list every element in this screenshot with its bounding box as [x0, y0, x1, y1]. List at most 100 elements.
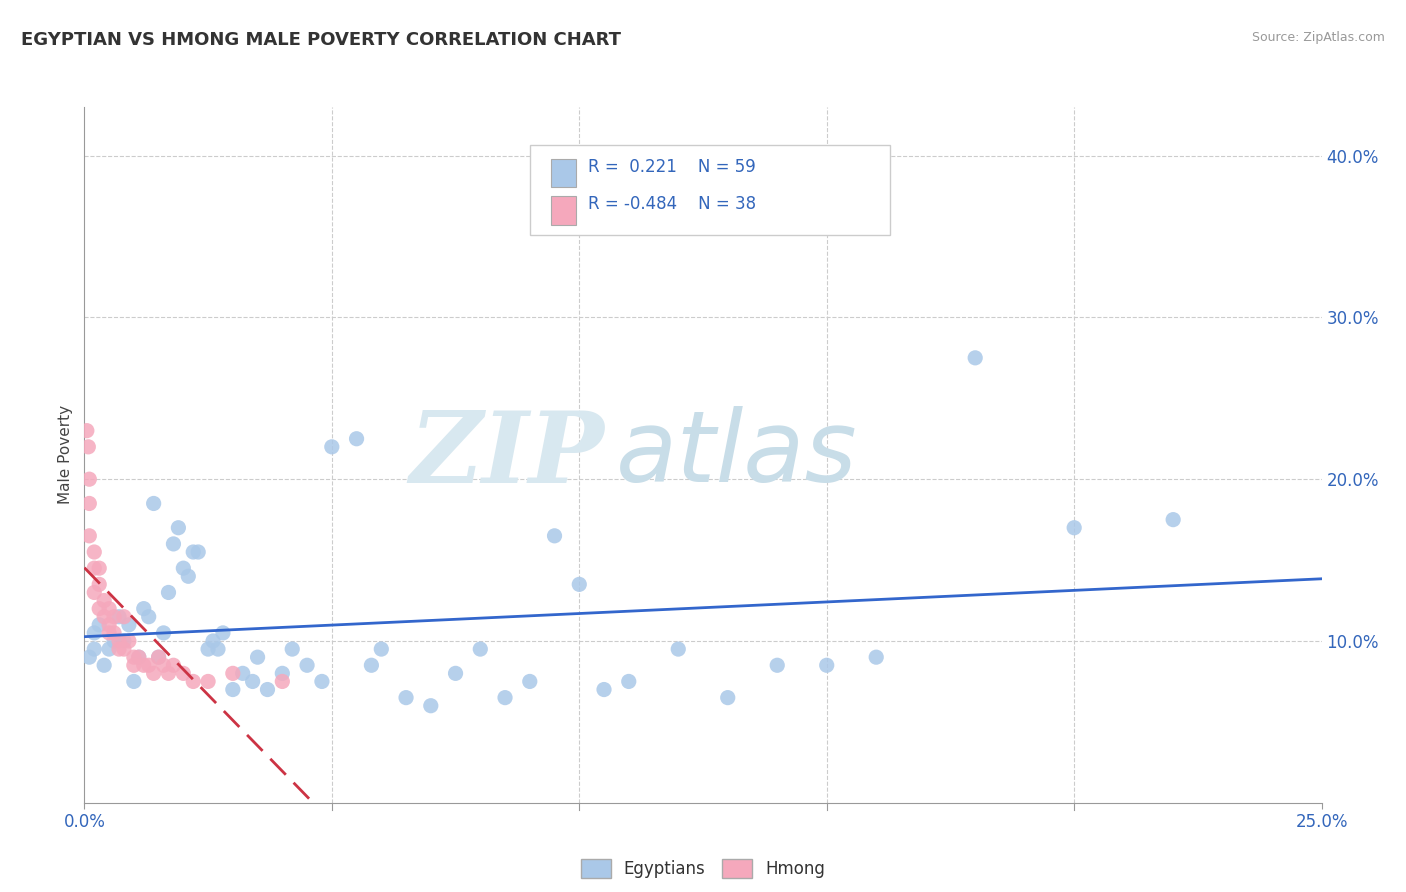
Point [444, 666, 467, 681]
Point [79, 472, 101, 486]
Point [172, 561, 194, 575]
Point [122, 674, 145, 689]
Point [77, 440, 100, 454]
Point [212, 626, 235, 640]
Point [118, 617, 141, 632]
Point [157, 666, 180, 681]
Point [138, 609, 160, 624]
Point [103, 609, 125, 624]
Point [232, 666, 254, 681]
Y-axis label: Male Poverty: Male Poverty [58, 405, 73, 505]
Point [98, 617, 121, 632]
Point [98, 626, 121, 640]
Point [281, 642, 304, 657]
Text: ZIP: ZIP [409, 407, 605, 503]
Point [470, 642, 492, 657]
Point [93, 658, 115, 673]
Point [103, 626, 125, 640]
Point [222, 666, 245, 681]
Point [128, 650, 150, 665]
Point [766, 658, 789, 673]
Point [148, 650, 170, 665]
Point [83, 626, 105, 640]
Point [128, 650, 150, 665]
Point [197, 674, 219, 689]
Point [202, 634, 225, 648]
Point [494, 690, 516, 705]
Point [89, 601, 111, 615]
Point [519, 674, 541, 689]
Point [98, 642, 121, 657]
Point [103, 634, 125, 648]
Point [965, 351, 987, 365]
Point [187, 545, 209, 559]
Point [138, 658, 160, 673]
Point [142, 496, 165, 510]
Point [89, 561, 111, 575]
Point [157, 585, 180, 599]
Point [108, 642, 131, 657]
Point [395, 690, 418, 705]
Point [865, 650, 887, 665]
Text: R = -0.484    N = 38: R = -0.484 N = 38 [588, 195, 756, 213]
Point [177, 569, 200, 583]
Point [93, 593, 115, 607]
Point [346, 432, 368, 446]
Point [89, 577, 111, 591]
Point [242, 674, 264, 689]
Point [112, 642, 135, 657]
Point [167, 521, 190, 535]
Point [181, 674, 204, 689]
Point [1063, 521, 1085, 535]
Point [152, 626, 174, 640]
Legend: Egyptians, Hmong: Egyptians, Hmong [574, 853, 832, 885]
Point [79, 496, 101, 510]
Point [83, 642, 105, 657]
Point [321, 440, 343, 454]
Point [207, 642, 229, 657]
Point [311, 674, 333, 689]
Text: EGYPTIAN VS HMONG MALE POVERTY CORRELATION CHART: EGYPTIAN VS HMONG MALE POVERTY CORRELATI… [21, 31, 621, 49]
Point [419, 698, 441, 713]
Point [108, 634, 131, 648]
Point [83, 545, 105, 559]
Text: Source: ZipAtlas.com: Source: ZipAtlas.com [1251, 31, 1385, 45]
Point [162, 537, 184, 551]
Point [83, 585, 105, 599]
Point [271, 666, 294, 681]
Point [172, 666, 194, 681]
Point [118, 634, 141, 648]
Point [256, 682, 278, 697]
Point [79, 650, 101, 665]
Point [89, 617, 111, 632]
Point [76, 424, 98, 438]
Point [815, 658, 838, 673]
Point [142, 666, 165, 681]
Point [1161, 513, 1184, 527]
Text: R =  0.221    N = 59: R = 0.221 N = 59 [588, 158, 755, 176]
Point [108, 609, 131, 624]
Point [79, 529, 101, 543]
Point [666, 642, 689, 657]
Point [132, 601, 155, 615]
Point [98, 601, 121, 615]
Point [271, 674, 294, 689]
Point [112, 609, 135, 624]
Point [197, 642, 219, 657]
Text: atlas: atlas [616, 407, 858, 503]
Point [222, 682, 245, 697]
Point [370, 642, 392, 657]
Point [83, 561, 105, 575]
Point [543, 529, 565, 543]
Point [122, 650, 145, 665]
Point [122, 658, 145, 673]
Point [162, 658, 184, 673]
Point [246, 650, 269, 665]
Point [148, 650, 170, 665]
Point [93, 609, 115, 624]
Point [593, 682, 616, 697]
Point [112, 634, 135, 648]
Point [181, 545, 204, 559]
Point [295, 658, 318, 673]
Point [717, 690, 740, 705]
